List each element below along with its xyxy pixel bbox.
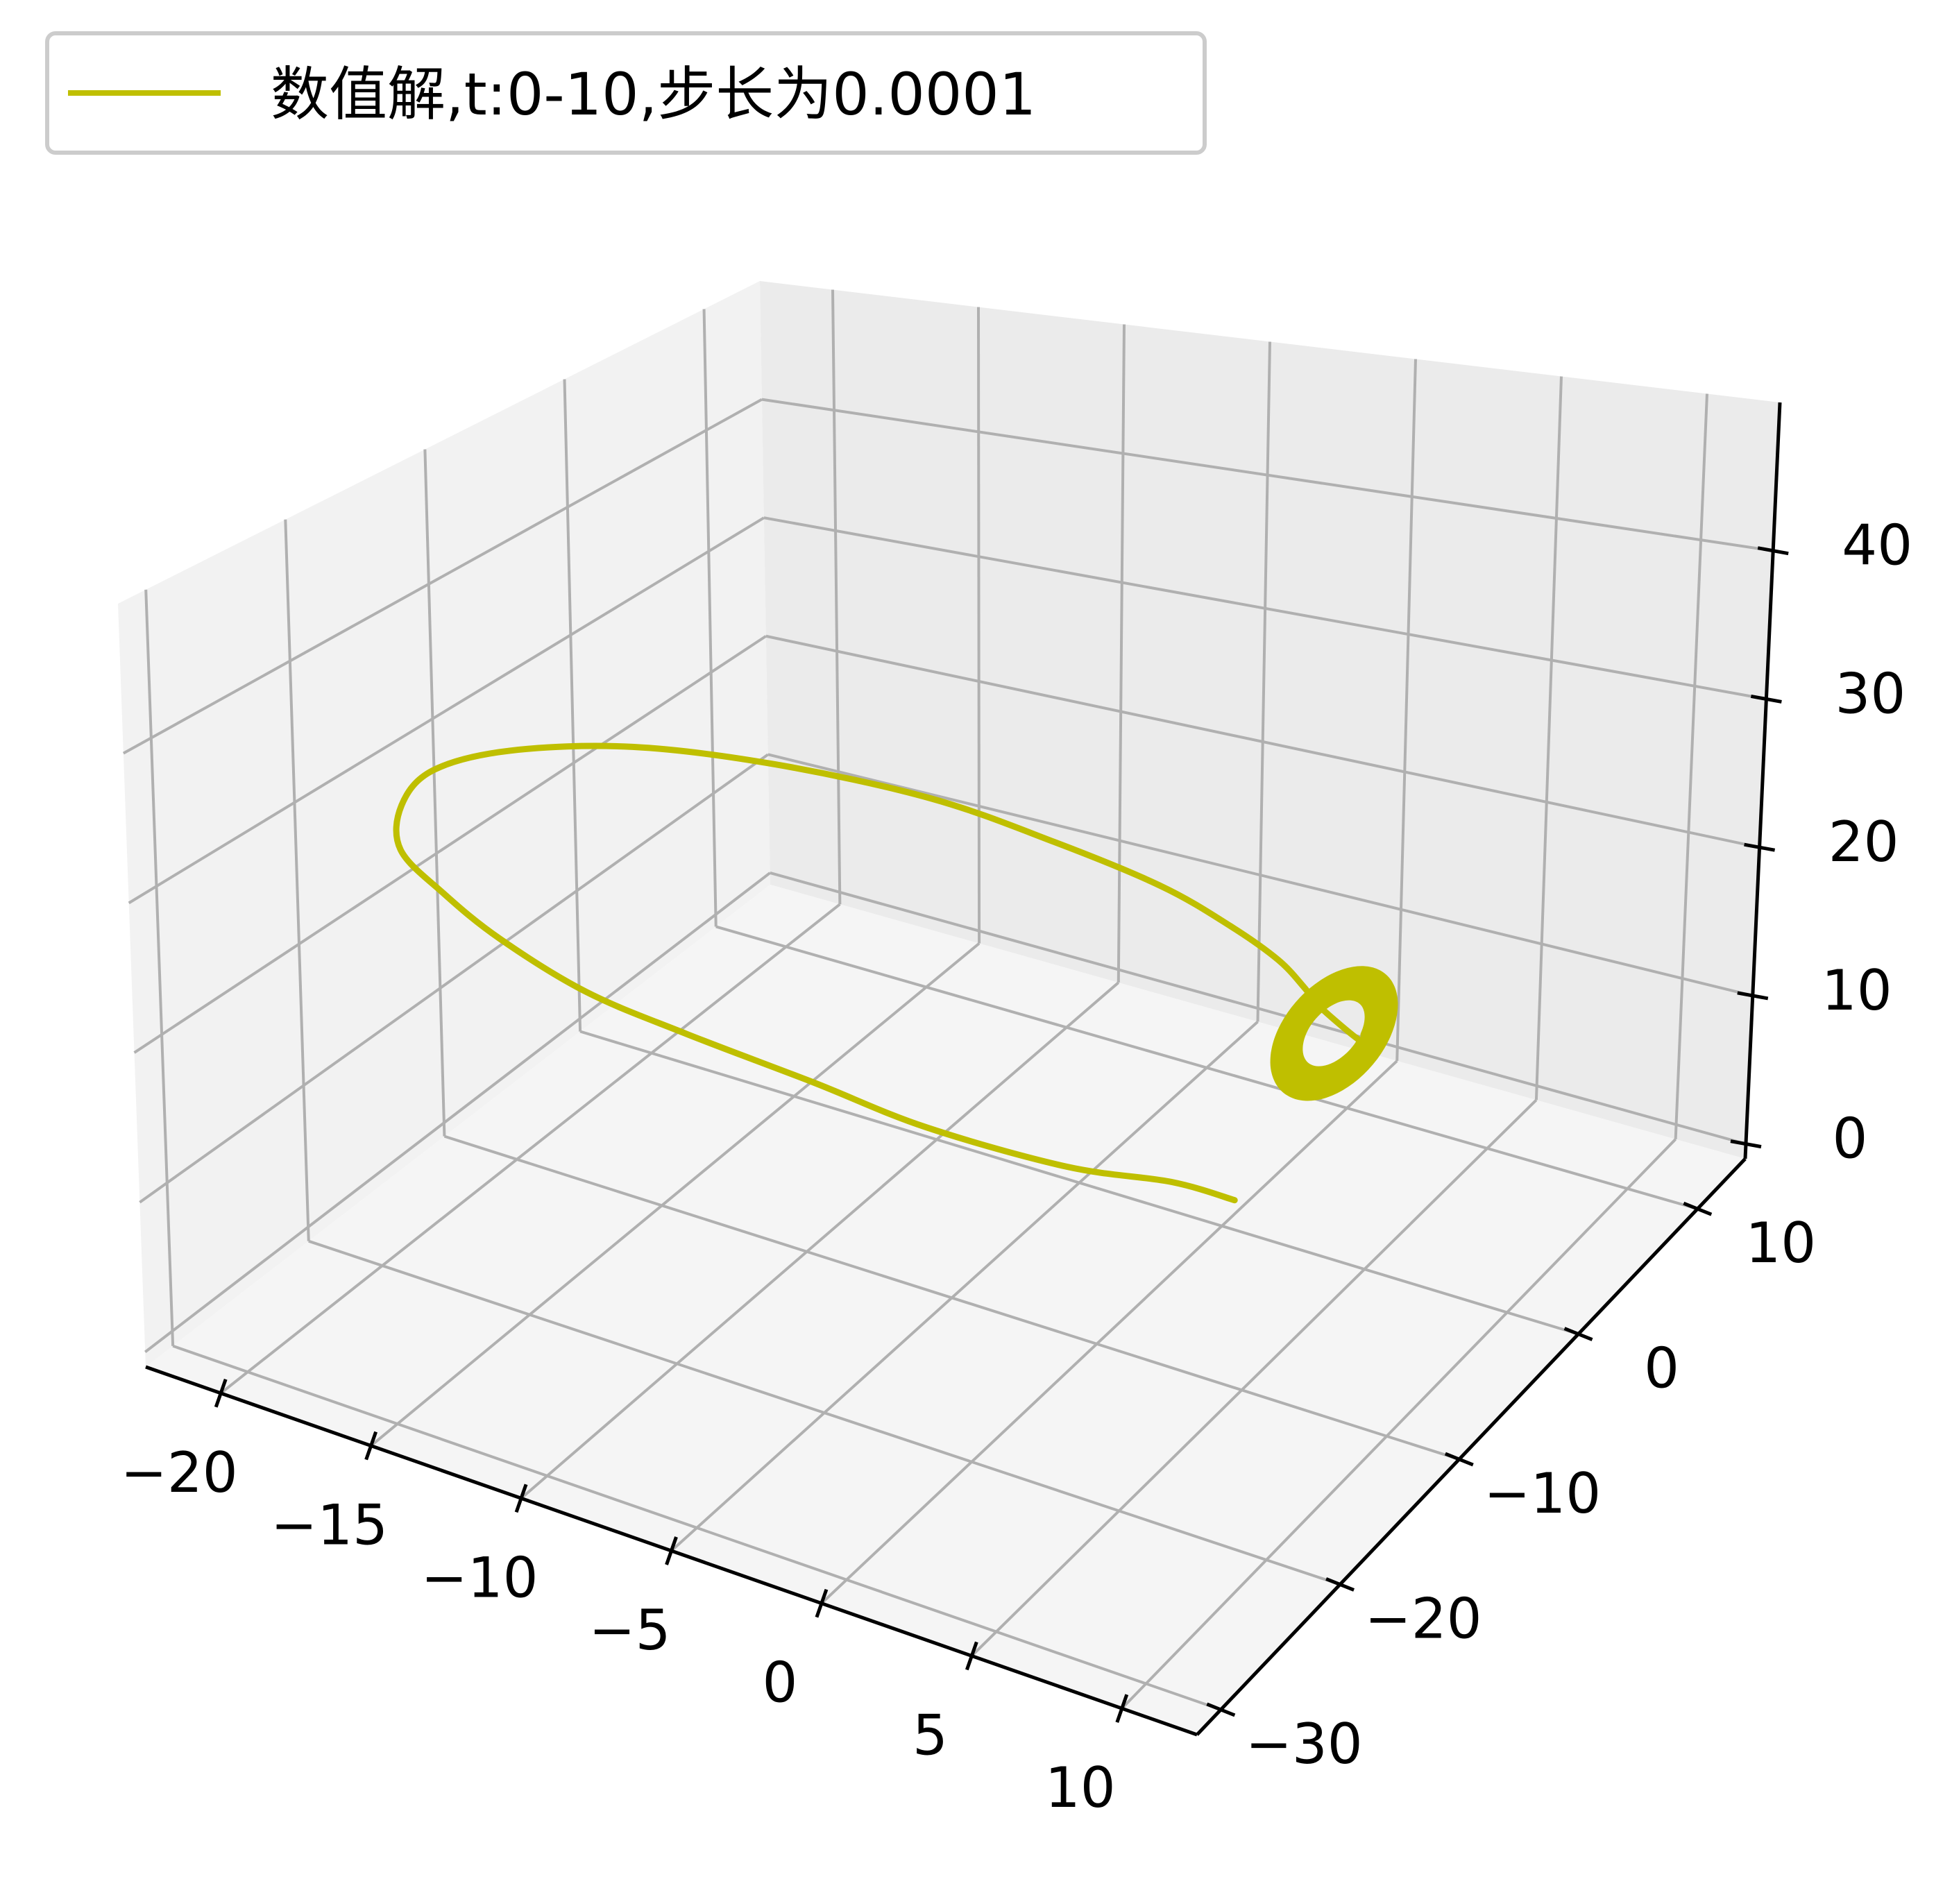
left-pane (118, 281, 770, 1367)
z-tick-label: 0 (1833, 1107, 1868, 1171)
legend: 数值解,t:0-10,步长为0.0001 (45, 31, 1207, 155)
y-tick-mark (1683, 1201, 1713, 1216)
grid-line-x (820, 1060, 1398, 1605)
z-axis-line (1743, 402, 1782, 1159)
z-tick-label: 30 (1835, 661, 1906, 726)
series-lines (393, 742, 1398, 1204)
x-tick-mark (1115, 1694, 1129, 1723)
y-tick-mark (1206, 1702, 1236, 1717)
grid-line-z (761, 398, 1774, 552)
grid-line-y (443, 1134, 1460, 1461)
grid-line-x (520, 981, 1120, 1499)
z-tick-mark (1737, 991, 1769, 1001)
x-tick-label: −5 (589, 1598, 671, 1663)
series-line-numerical-solution (393, 742, 1398, 1204)
grid-line-y (702, 309, 718, 927)
grid-line-x (1117, 324, 1126, 983)
grid-line-x (831, 289, 842, 905)
grid-line-z (139, 753, 769, 1204)
grid-line-z (763, 516, 1767, 701)
grid-line-z (767, 753, 1754, 997)
grid-line-z (765, 634, 1760, 849)
grid-line-z (144, 872, 771, 1354)
x-tick-mark (965, 1641, 978, 1671)
grid-line-z (133, 635, 767, 1054)
axis-lines (145, 402, 1789, 1737)
y-tick-label: −20 (1365, 1586, 1482, 1651)
y-axis-line (1196, 1157, 1747, 1736)
legend-label: 数值解,t:0-10,步长为0.0001 (271, 60, 1036, 128)
z-tick-label: 10 (1822, 958, 1892, 1023)
grid-line-x (219, 903, 841, 1395)
x-tick-mark (514, 1484, 528, 1513)
x-tick-mark (214, 1379, 228, 1408)
grid-line-y (172, 1344, 1222, 1711)
legend-frame (45, 31, 1207, 155)
pane-walls (118, 281, 1780, 1735)
grid-line-y (423, 449, 446, 1137)
x-tick-mark (665, 1536, 678, 1565)
grid-line-y (284, 519, 310, 1241)
y-tick-mark (1563, 1327, 1593, 1341)
grid-line-x (1395, 359, 1417, 1061)
grid-line-x (970, 1098, 1538, 1657)
grid-line-x (670, 1021, 1259, 1552)
z-tick-label: 40 (1842, 513, 1912, 578)
grid-line-x (1534, 376, 1563, 1100)
grid-line-x (1121, 1138, 1677, 1710)
grid-line-z (770, 872, 1747, 1146)
x-tick-label: 5 (913, 1703, 948, 1767)
floor-pane (146, 885, 1745, 1735)
grid-line-y (579, 1030, 1579, 1336)
grid-line-x (1674, 393, 1708, 1139)
z-tick-label: 20 (1828, 810, 1899, 874)
grid-line-y (563, 379, 582, 1032)
grid-lines (122, 289, 1774, 1711)
z-tick-mark (1750, 694, 1782, 704)
y-tick-label: −10 (1484, 1461, 1601, 1526)
y-tick-mark (1325, 1577, 1355, 1592)
grid-line-y (715, 925, 1698, 1211)
x-tick-label: −10 (421, 1545, 538, 1610)
z-tick-mark (1744, 842, 1776, 852)
grid-line-x (370, 942, 981, 1447)
grid-line-z (128, 516, 765, 905)
grid-line-y (144, 589, 175, 1346)
x-tick-mark (364, 1431, 378, 1461)
x-tick-label: 0 (762, 1651, 797, 1715)
y-tick-label: −30 (1246, 1712, 1363, 1776)
y-tick-label: 0 (1644, 1336, 1679, 1401)
z-tick-mark (1757, 546, 1789, 556)
x-tick-label: 10 (1045, 1756, 1116, 1820)
y-tick-label: 10 (1745, 1211, 1816, 1275)
y-tick-mark (1444, 1452, 1474, 1467)
grid-line-y (308, 1239, 1341, 1586)
x-tick-label: −15 (271, 1493, 388, 1558)
x-tick-label: −20 (121, 1440, 238, 1505)
grid-line-x (1256, 341, 1271, 1022)
x-tick-mark (815, 1588, 829, 1618)
z-tick-mark (1730, 1139, 1762, 1149)
grid-line-z (122, 398, 763, 755)
grid-line-x (977, 307, 981, 944)
